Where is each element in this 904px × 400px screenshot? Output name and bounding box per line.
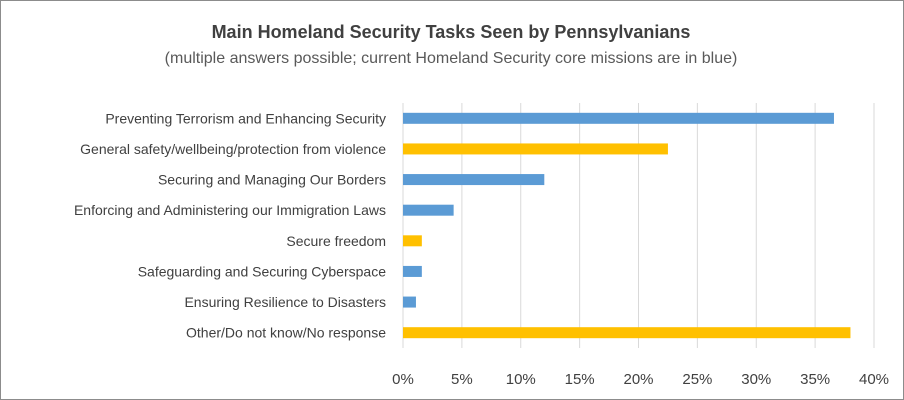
x-tick-label: 0%: [392, 371, 414, 388]
bar: [403, 296, 416, 308]
category-label: General safety/wellbeing/protection from…: [80, 141, 386, 157]
chart-subtitle: (multiple answers possible; current Home…: [164, 50, 738, 67]
category-label: Other/Do not know/No response: [186, 325, 386, 341]
x-tick-label: 5%: [451, 371, 473, 388]
category-label: Preventing Terrorism and Enhancing Secur…: [105, 110, 386, 126]
x-tick-label: 15%: [565, 371, 595, 388]
x-tick-label: 35%: [800, 371, 830, 388]
x-tick-label: 20%: [623, 371, 653, 388]
bar: [403, 174, 545, 186]
bar: [403, 112, 834, 124]
chart-title: Main Homeland Security Tasks Seen by Pen…: [211, 22, 691, 42]
x-tick-label: 30%: [741, 371, 771, 388]
bar: [403, 327, 851, 339]
x-tick-label: 10%: [506, 371, 536, 388]
x-tick-label: 40%: [859, 371, 889, 388]
category-label: Securing and Managing Our Borders: [158, 172, 386, 188]
category-label: Safeguarding and Securing Cyberspace: [138, 263, 386, 279]
bar: [403, 204, 454, 216]
bar: [403, 265, 422, 277]
category-label: Enforcing and Administering our Immigrat…: [74, 202, 386, 218]
x-tick-label: 25%: [682, 371, 712, 388]
bar: [403, 235, 422, 247]
category-label: Secure freedom: [286, 233, 386, 249]
bar: [403, 143, 668, 155]
category-label: Ensuring Resilience to Disasters: [184, 294, 386, 310]
